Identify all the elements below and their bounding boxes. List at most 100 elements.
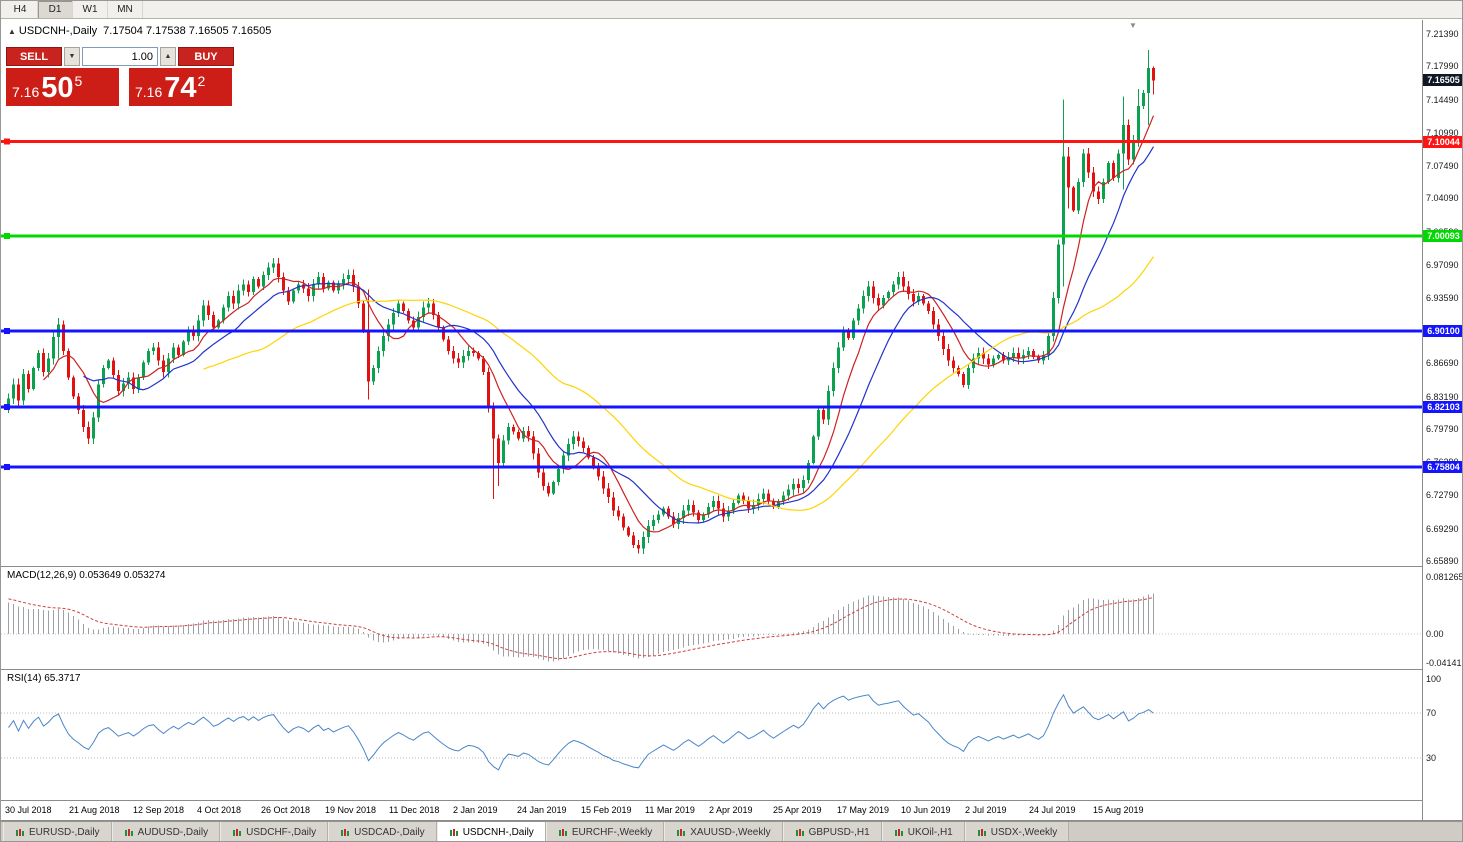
date-tick-label: 11 Mar 2019	[645, 805, 695, 815]
axis-tick-label: 6.72790	[1426, 490, 1459, 500]
chart-tab-label: XAUUSD-,Weekly	[690, 827, 771, 838]
triangle-up-icon: ▲	[8, 27, 16, 36]
panel-separator[interactable]	[1, 669, 1462, 670]
axis-tick-label: 6.69290	[1426, 524, 1459, 534]
date-tick-label: 11 Dec 2018	[389, 805, 440, 815]
axis-tick-label: 6.65890	[1426, 556, 1459, 566]
buy-price-box[interactable]: 7.16 74 2	[129, 68, 232, 106]
date-tick-label: 26 Oct 2018	[261, 805, 311, 815]
volume-input[interactable]	[82, 47, 158, 66]
date-axis[interactable]: 30 Jul 2018 21 Aug 2018 12 Sep 2018 4 Oct 2…	[1, 801, 1422, 820]
candlestick-tab-icon	[894, 828, 903, 836]
rsi-indicator-label: RSI(14) 65.3717	[7, 673, 81, 684]
date-tick-label: 24 Jan 2019	[517, 805, 567, 815]
axis-tick-label: 6.83190	[1426, 392, 1459, 402]
chart-tab-label: EURCHF-,Weekly	[571, 827, 653, 838]
axis-tick-label: 7.17990	[1426, 61, 1459, 71]
chart-tab-usdcad-daily[interactable]: USDCAD-,Daily	[328, 822, 437, 841]
axis-tick-label: 6.86690	[1426, 358, 1459, 368]
axis-tick-label: 70	[1426, 708, 1437, 718]
triangle-down-icon: ▼	[68, 53, 76, 60]
axis-tick-label: 30	[1426, 753, 1437, 763]
axis-tick-label: -0.041412	[1426, 658, 1463, 668]
axis-tick-label: 7.14490	[1426, 95, 1459, 105]
date-tick-label: 21 Aug 2018	[69, 805, 120, 815]
timeframe-button-w1[interactable]: W1	[73, 1, 108, 18]
candlestick-tab-icon	[449, 828, 458, 836]
sell-price-box[interactable]: 7.16 50 5	[6, 68, 119, 106]
chart-tab-label: USDCHF-,Daily	[246, 827, 317, 838]
axis-tick-label: 7.07490	[1426, 161, 1459, 171]
candlestick-tab-icon	[677, 828, 686, 836]
chart-tab-ukoil-h1[interactable]: UKOil-,H1	[881, 822, 965, 841]
chart-tab-usdcnh-daily[interactable]: USDCNH-,Daily	[436, 822, 546, 841]
candlestick-chart[interactable]	[1, 20, 1422, 566]
panel-separator[interactable]	[1, 566, 1462, 567]
axis-tick-label: 7.04090	[1426, 193, 1459, 203]
chart-tab-usdx-weekly[interactable]: USDX-,Weekly	[964, 822, 1070, 841]
sell-button[interactable]: SELL	[6, 47, 62, 66]
chart-tabs-bar: EURUSD-,Daily AUDUSD-,Daily USDCHF-,Daily U…	[1, 821, 1462, 841]
chart-tab-label: AUDUSD-,Daily	[137, 827, 209, 838]
volume-up-button[interactable]: ▲	[160, 47, 176, 66]
buy-button[interactable]: BUY	[178, 47, 234, 66]
date-tick-label: 2 Apr 2019	[709, 805, 753, 815]
macd-chart[interactable]	[1, 567, 1422, 669]
chart-tab-label: EURUSD-,Daily	[29, 827, 100, 838]
chart-tab-eurchf-weekly[interactable]: EURCHF-,Weekly	[545, 822, 665, 841]
macd-indicator-label: MACD(12,26,9) 0.053649 0.053274	[7, 570, 166, 581]
timeframe-button-h4[interactable]: H4	[3, 1, 38, 18]
buy-price-prefix: 7.16	[135, 84, 163, 100]
chart-ohlc-values: 7.17504 7.17538 7.16505 7.16505	[103, 25, 272, 37]
date-tick-label: 30 Jul 2018	[5, 805, 52, 815]
date-tick-label: 15 Aug 2019	[1093, 805, 1144, 815]
chart-tab-label: USDCNH-,Daily	[462, 827, 534, 838]
axis-tick-label: 0.081265	[1426, 572, 1463, 582]
date-tick-label: 2 Jan 2019	[453, 805, 498, 815]
timeframe-button-mn[interactable]: MN	[108, 1, 143, 18]
date-tick-label: 15 Feb 2019	[581, 805, 632, 815]
chart-tab-audusd-daily[interactable]: AUDUSD-,Daily	[111, 822, 221, 841]
candlestick-tab-icon	[977, 828, 986, 836]
candlestick-tab-icon	[341, 828, 350, 836]
candlestick-tab-icon	[558, 828, 567, 836]
axis-tick-label: 6.93590	[1426, 293, 1459, 303]
axis-tick-label: 6.79790	[1426, 424, 1459, 434]
panel-separator[interactable]	[1, 800, 1462, 801]
buy-price-point: 2	[197, 73, 206, 89]
date-tick-label: 4 Oct 2018	[197, 805, 242, 815]
panel-separator	[1, 820, 1462, 821]
chart-tab-gbpusd-h1[interactable]: GBPUSD-,H1	[782, 822, 882, 841]
axis-tick-label: 7.21390	[1426, 29, 1459, 39]
rsi-chart[interactable]	[1, 670, 1422, 800]
chart-tab-usdchf-daily[interactable]: USDCHF-,Daily	[220, 822, 329, 841]
chart-tab-xauusd-weekly[interactable]: XAUUSD-,Weekly	[664, 822, 783, 841]
chart-tab-label: GBPUSD-,H1	[808, 827, 870, 838]
chart-tab-eurusd-daily[interactable]: EURUSD-,Daily	[3, 822, 112, 841]
axis-separator	[1422, 20, 1423, 820]
chart-symbol-period: USDCNH-,Daily	[18, 25, 98, 37]
volume-down-button[interactable]: ▼	[64, 47, 80, 66]
triangle-up-icon: ▲	[164, 53, 172, 60]
price-axis[interactable]: 7.21390 7.17990 7.14490 7.10990 7.07490 7.040…	[1423, 20, 1463, 820]
axis-tick-label: 7.10990	[1426, 128, 1459, 138]
date-tick-label: 24 Jul 2019	[1029, 805, 1076, 815]
current-price-badge: 7.16505	[1423, 74, 1462, 86]
chart-title: ▲ USDCNH-,Daily 7.17504 7.17538 7.16505 7.…	[8, 25, 271, 37]
price-level-badge: 6.75804	[1423, 461, 1462, 473]
candlestick-tab-icon	[233, 828, 242, 836]
chart-tab-label: USDCAD-,Daily	[354, 827, 425, 838]
timeframe-button-d1[interactable]: D1	[38, 1, 73, 18]
chart-shift-marker-icon[interactable]: ▼	[1129, 21, 1137, 30]
axis-tick-label: 100	[1426, 674, 1442, 684]
sell-price-pips: 50	[41, 72, 74, 105]
buy-price-pips: 74	[164, 72, 197, 105]
sell-price-prefix: 7.16	[12, 84, 40, 100]
sell-price-point: 5	[74, 73, 83, 89]
chart-tab-label: USDX-,Weekly	[990, 827, 1058, 838]
price-level-badge: 6.90100	[1423, 325, 1462, 337]
price-level-badge: 7.10044	[1423, 136, 1462, 148]
axis-tick-label: 6.97090	[1426, 260, 1459, 270]
